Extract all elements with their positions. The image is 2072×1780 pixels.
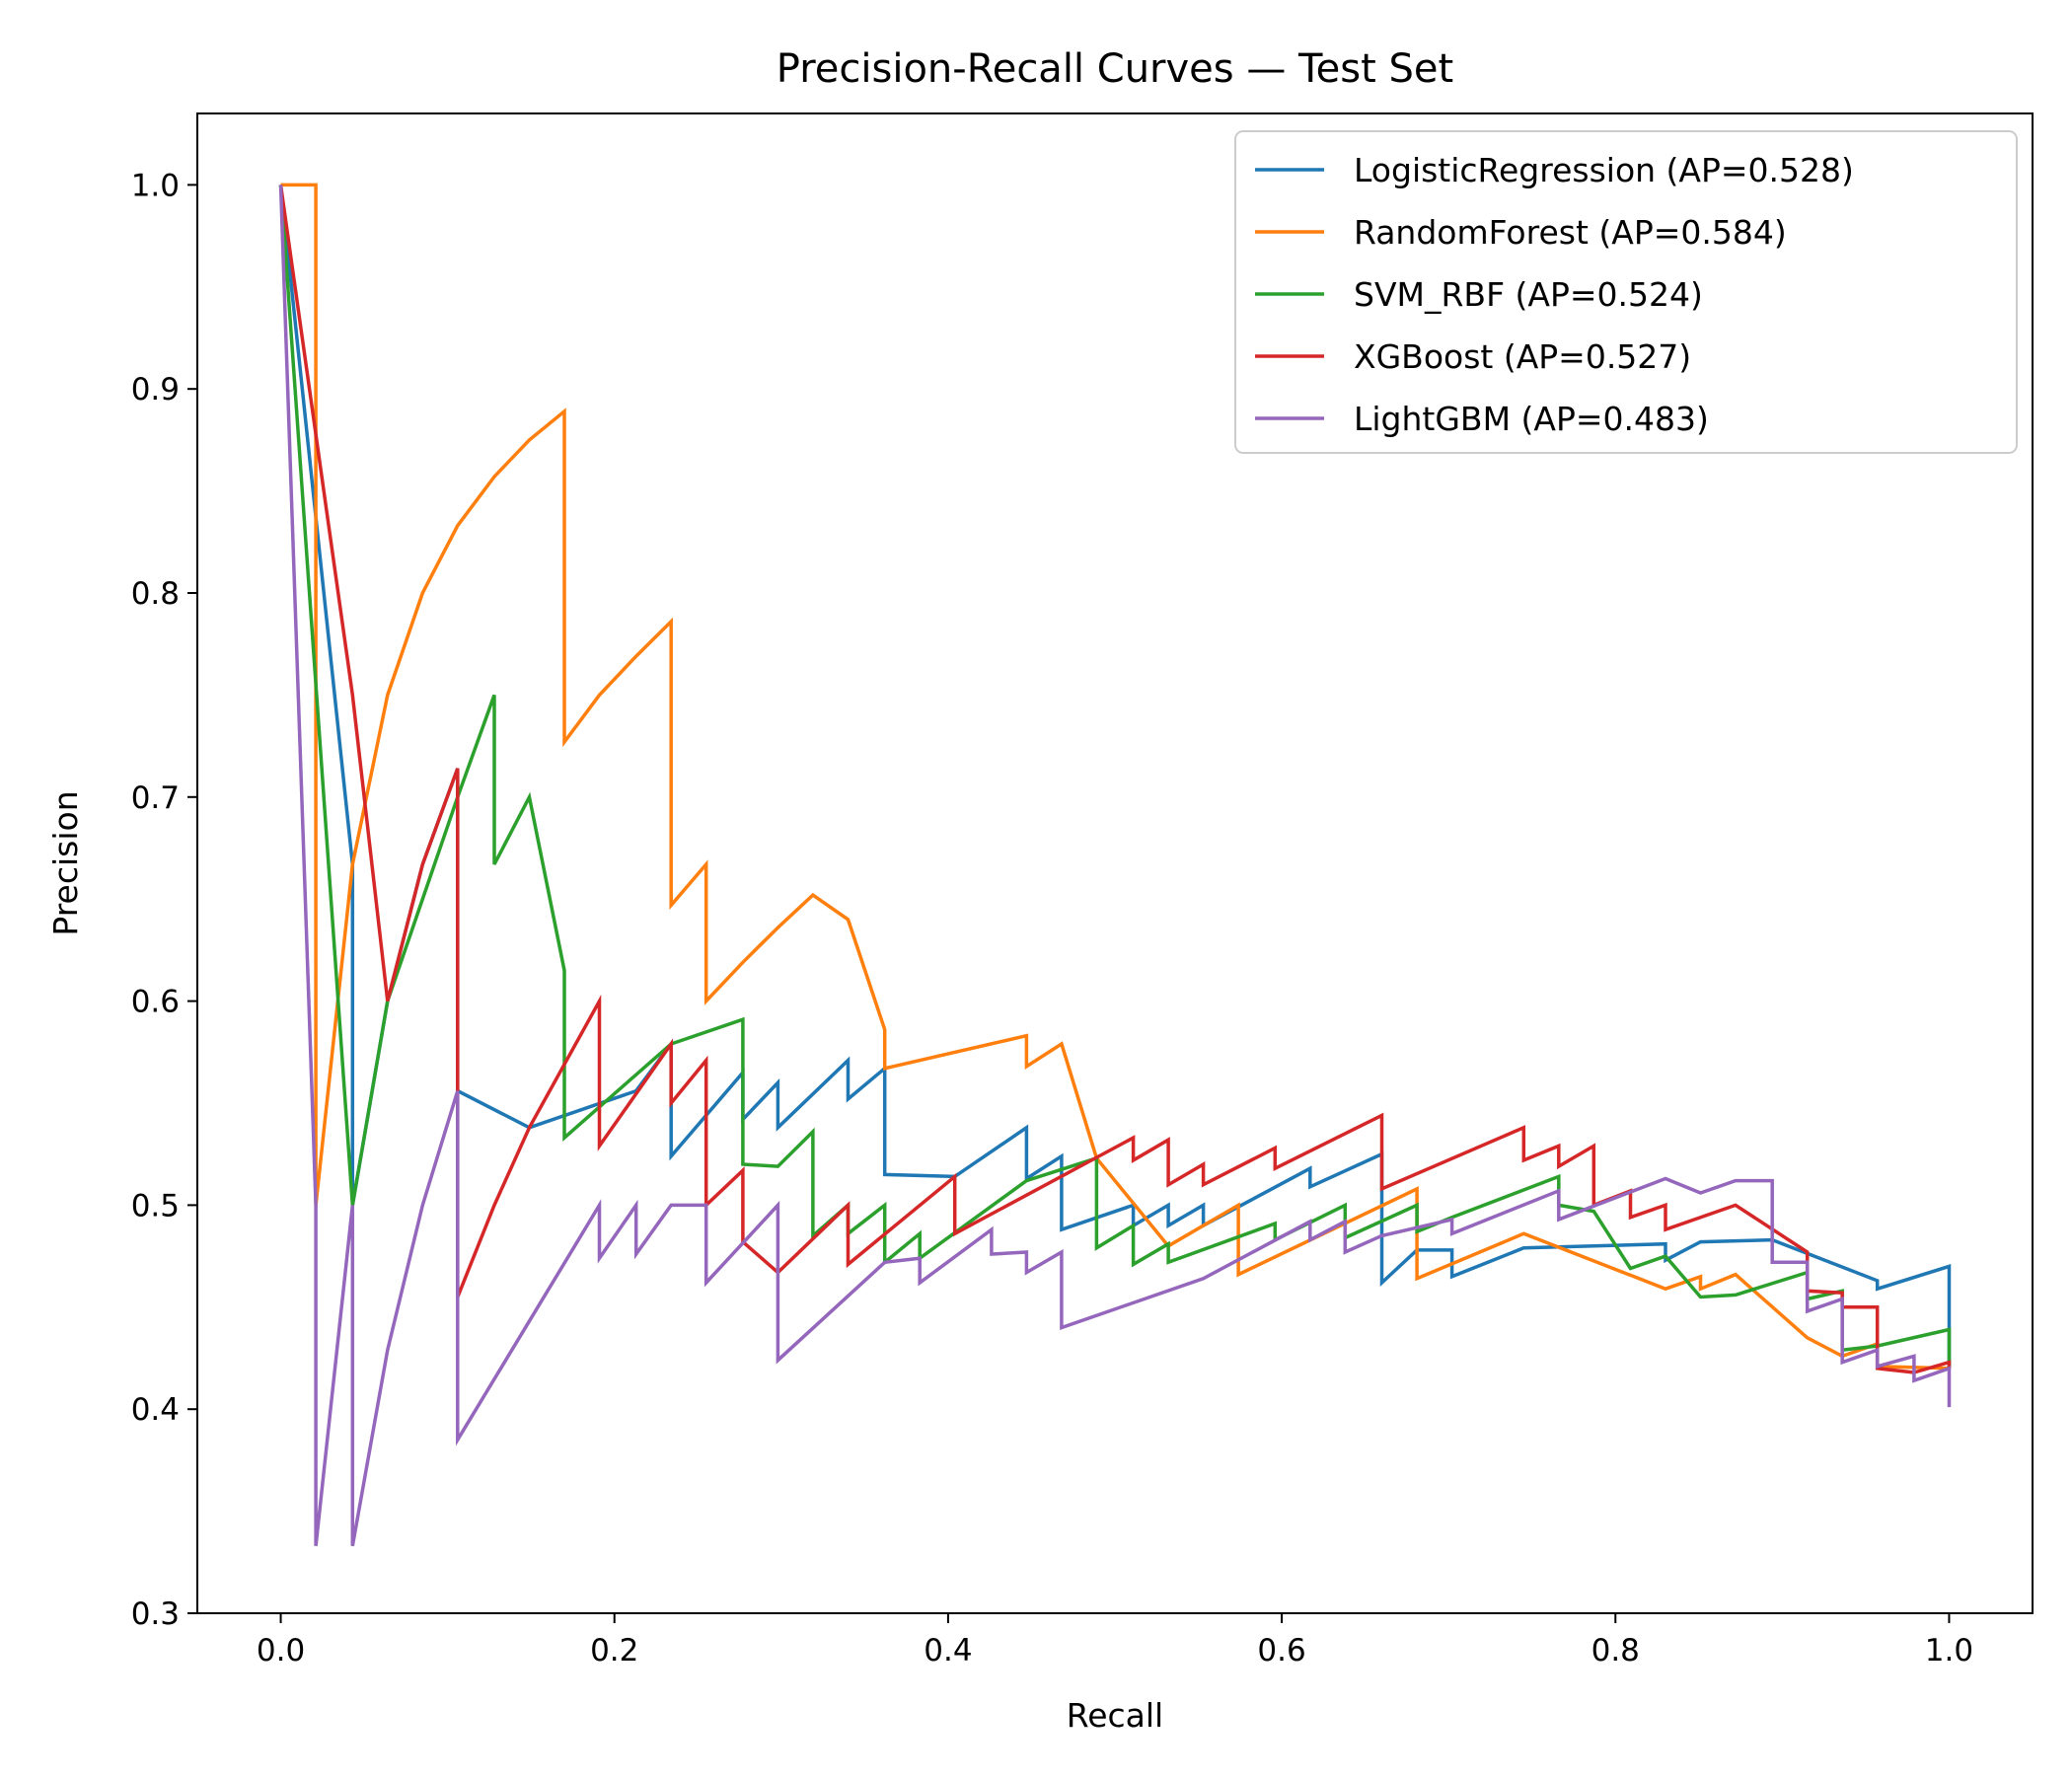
y-tick-label: 1.0 [131, 168, 180, 203]
axes-frame [196, 112, 2034, 1614]
y-tick-label: 0.4 [131, 1392, 180, 1428]
series-layer [278, 183, 1952, 1547]
series-line-2 [278, 185, 1952, 1369]
x-tick-label: 0.0 [257, 1633, 305, 1669]
legend-label-2: SVM_RBF (AP=0.524) [1354, 275, 1703, 314]
x-tick-label: 0.8 [1591, 1633, 1640, 1669]
x-axis-label: Recall [1067, 1696, 1163, 1735]
y-tick-label: 0.6 [131, 985, 180, 1020]
legend: LogisticRegression (AP=0.528) RandomFores… [1234, 130, 2018, 454]
y-axis-label: Precision [46, 790, 85, 935]
y-tick-label: 0.7 [131, 780, 180, 816]
y-tick-label: 0.5 [131, 1188, 180, 1224]
legend-items: LogisticRegression (AP=0.528) RandomFores… [1255, 151, 1854, 438]
series-line-0 [278, 185, 1952, 1369]
x-axis-ticks: 0.0 0.2 0.4 0.6 0.8 1.0 [257, 1613, 1973, 1669]
y-tick-label: 0.9 [131, 372, 180, 408]
legend-label-4: LightGBM (AP=0.483) [1354, 400, 1709, 438]
series-line-3 [278, 185, 1952, 1374]
y-tick-label: 0.3 [131, 1596, 180, 1632]
series-line-4 [278, 185, 1952, 1547]
legend-label-0: LogisticRegression (AP=0.528) [1354, 151, 1854, 189]
plot-area-border [196, 112, 2034, 1614]
x-tick-label: 0.4 [924, 1633, 972, 1669]
x-tick-label: 0.2 [590, 1633, 638, 1669]
x-tick-label: 0.6 [1257, 1633, 1305, 1669]
x-tick-label: 1.0 [1925, 1633, 1973, 1669]
legend-label-3: XGBoost (AP=0.527) [1354, 337, 1691, 376]
chart-title: Precision-Recall Curves — Test Set [777, 46, 1453, 92]
y-tick-label: 0.8 [131, 576, 180, 612]
y-axis-ticks: 0.3 0.4 0.5 0.6 0.7 0.8 0.9 1.0 [131, 168, 197, 1632]
series-line-1 [280, 183, 1950, 1371]
legend-box [1234, 130, 2018, 454]
legend-label-1: RandomForest (AP=0.584) [1354, 213, 1787, 252]
